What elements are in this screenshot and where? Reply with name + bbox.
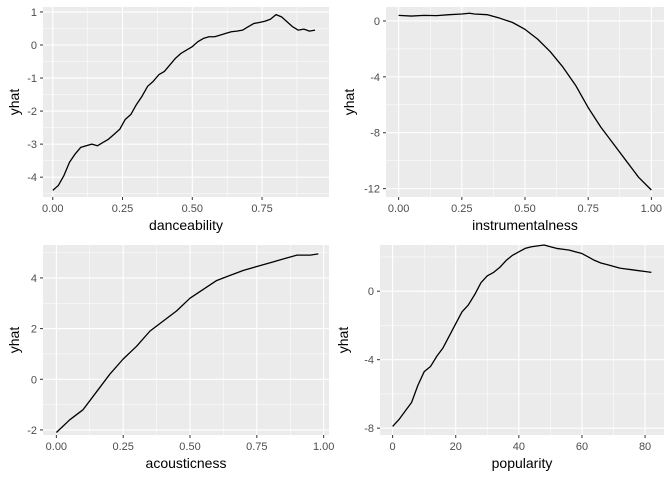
chart-panel-4: 0 20 40 60 80 -8 -4 0 popularity yhat — [335, 244, 664, 471]
y-tick-label: -8 — [364, 423, 374, 435]
y-tick-label: 0 — [374, 16, 380, 28]
x-tick-label: 80 — [639, 441, 651, 453]
y-tick-label: -3 — [27, 139, 37, 151]
chart-panel-3: 0.00 0.25 0.50 0.75 1.00 -2 0 2 4 acousticness yha… — [6, 245, 334, 471]
panel-background — [43, 245, 329, 435]
series-line — [398, 12, 652, 191]
x-tick-label: 0.50 — [179, 441, 200, 453]
x-tick-label: 0.25 — [112, 441, 133, 453]
chart-panel-2: 0.00 0.25 0.50 0.75 1.00 -12 -8 -4 0 instrumental… — [341, 7, 664, 233]
panel-background — [43, 7, 329, 197]
x-tick-label: 40 — [513, 441, 525, 453]
x-tick-label: 60 — [576, 441, 588, 453]
x-tick-label: 0.50 — [182, 203, 203, 215]
x-tick-label: 1.00 — [641, 203, 662, 215]
x-tick-label: 1.00 — [313, 441, 334, 453]
series-line — [392, 244, 652, 427]
x-tick-label: 0.00 — [46, 441, 67, 453]
y-tick-label: -8 — [370, 128, 380, 140]
y-tick-label: -2 — [27, 106, 37, 118]
y-axis-title: yhat — [335, 327, 351, 354]
y-axis-title: yhat — [6, 327, 22, 354]
x-tick-label: 0.00 — [388, 203, 409, 215]
x-axis-title: acousticness — [146, 455, 227, 471]
x-tick-label: 0.50 — [514, 203, 535, 215]
x-tick-label: 0.75 — [577, 203, 598, 215]
x-tick-label: 20 — [450, 441, 462, 453]
series-line — [55, 253, 319, 433]
x-axis-title: popularity — [492, 455, 553, 471]
y-axis-title: yhat — [341, 89, 357, 116]
y-tick-label: 4 — [31, 273, 37, 285]
x-axis-title: instrumentalness — [472, 217, 578, 233]
x-tick-label: 0.00 — [42, 203, 63, 215]
y-axis-title: yhat — [6, 89, 22, 116]
y-tick-label: -4 — [27, 172, 37, 184]
x-tick-label: 0.25 — [451, 203, 472, 215]
y-tick-label: 0 — [31, 40, 37, 52]
chart-panel-1: 0.00 0.25 0.50 0.75 -4 -3 -2 -1 0 1 danceability yh… — [6, 7, 329, 233]
panel-background — [380, 245, 664, 435]
x-tick-label: 0.75 — [246, 441, 267, 453]
y-tick-label: -1 — [27, 73, 37, 85]
x-tick-label: 0.25 — [112, 203, 133, 215]
series-line — [52, 13, 316, 191]
y-tick-label: -12 — [364, 184, 380, 196]
y-tick-label: 1 — [31, 7, 37, 19]
y-tick-label: 0 — [368, 286, 374, 298]
x-tick-label: 0.75 — [251, 203, 272, 215]
y-tick-label: -4 — [370, 72, 380, 84]
x-tick-label: 0 — [390, 441, 396, 453]
y-tick-label: 0 — [31, 374, 37, 386]
y-tick-label: -4 — [364, 355, 374, 367]
y-tick-label: 2 — [31, 324, 37, 336]
x-axis-title: danceability — [149, 217, 223, 233]
y-tick-label: -2 — [27, 425, 37, 437]
